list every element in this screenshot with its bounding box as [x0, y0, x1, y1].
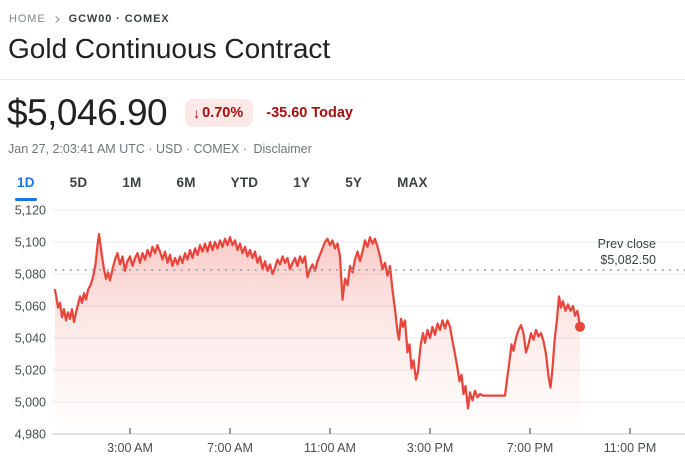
tab-5d[interactable]: 5D — [68, 173, 90, 201]
y-axis-label: 5,020 — [15, 364, 46, 378]
change-percent-value: 0.70% — [202, 105, 244, 121]
tab-ytd[interactable]: YTD — [229, 173, 261, 201]
active-tab-underline — [15, 198, 37, 201]
breadcrumb-home-link[interactable]: HOME — [9, 13, 46, 25]
x-axis-label: 7:00 AM — [207, 441, 253, 455]
tab-6m[interactable]: 6M — [175, 173, 198, 201]
quote-meta-row: Jan 27, 2:03:41 AM UTC · USD · COMEX · D… — [0, 133, 685, 156]
x-axis-label: 3:00 PM — [407, 441, 454, 455]
y-axis-label: 5,100 — [15, 236, 46, 250]
tab-label: 5Y — [345, 175, 363, 190]
tab-label: YTD — [230, 175, 259, 190]
prev-close-value: $5,082.50 — [600, 253, 656, 267]
tab-label: 6M — [176, 175, 196, 190]
y-axis-label: 5,120 — [15, 204, 46, 218]
breadcrumb-symbol: GCW00 · COMEX — [68, 13, 170, 25]
price-line-series — [53, 232, 582, 410]
change-percent-badge: ↓ 0.70% — [185, 99, 254, 127]
disclaimer-link[interactable]: Disclaimer — [253, 142, 312, 156]
tab-label: 5D — [69, 175, 88, 190]
x-axis-label: 7:00 PM — [507, 441, 554, 455]
chevron-right-icon — [55, 16, 60, 23]
chart-annotations: Prev close $5,082.50 — [55, 237, 685, 271]
page-title: Gold Continuous Contract — [8, 33, 331, 64]
x-axis-label: 3:00 AM — [107, 441, 153, 455]
tab-label: 1Y — [293, 175, 311, 190]
quote-row: $5,046.90 ↓ 0.70% -35.60 Today — [0, 80, 685, 133]
y-axis-label: 5,060 — [15, 300, 46, 314]
last-price-dot — [575, 321, 585, 332]
tab-5y[interactable]: 5Y — [343, 173, 364, 201]
down-arrow-icon: ↓ — [193, 105, 201, 121]
y-axis-label: 5,000 — [15, 396, 46, 410]
y-axis-label: 5,080 — [15, 268, 46, 282]
price-area-fill — [55, 234, 580, 434]
x-axis-label: 11:00 AM — [304, 441, 356, 455]
y-axis-label: 4,980 — [15, 428, 46, 442]
tab-1m[interactable]: 1M — [120, 173, 143, 201]
breadcrumb: HOME GCW00 · COMEX — [0, 0, 685, 25]
current-price: $5,046.90 — [7, 92, 168, 133]
change-absolute: -35.60 Today — [266, 105, 354, 121]
tab-label: MAX — [397, 175, 428, 190]
price-chart[interactable]: 5,120 5,100 5,080 5,060 5,040 5,020 5,000 4,980… — [0, 195, 685, 476]
tab-1d[interactable]: 1D — [15, 173, 37, 201]
quote-timestamp: Jan 27, 2:03:41 AM UTC · USD · COMEX · — [8, 142, 247, 156]
tab-max[interactable]: MAX — [395, 173, 430, 201]
chart-series-layer — [53, 232, 585, 434]
header-divider — [0, 79, 685, 80]
tab-label: 1D — [17, 175, 35, 190]
range-tabs: 1D 5D 1M 6M YTD 1Y 5Y MAX — [0, 156, 685, 201]
x-axis-label: 11:00 PM — [604, 441, 657, 455]
prev-close-label: Prev close — [598, 237, 656, 251]
tab-1y[interactable]: 1Y — [291, 173, 312, 201]
y-axis-label: 5,040 — [15, 332, 46, 346]
tab-label: 1M — [122, 175, 142, 190]
